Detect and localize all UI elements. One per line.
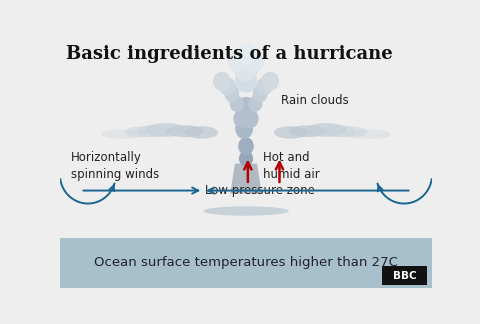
Text: Rain clouds: Rain clouds [281,94,349,107]
Ellipse shape [145,123,186,137]
Ellipse shape [219,77,236,95]
Ellipse shape [136,125,170,137]
Text: Hot and
humid air: Hot and humid air [263,151,320,181]
Ellipse shape [235,119,253,139]
Ellipse shape [239,151,253,167]
Text: Ocean surface temperatures higher than 27C: Ocean surface temperatures higher than 2… [94,256,398,269]
Ellipse shape [234,56,258,81]
Text: Horizontally
spinning winds: Horizontally spinning winds [71,151,159,181]
Ellipse shape [305,123,347,137]
Ellipse shape [242,110,259,128]
Ellipse shape [243,50,264,73]
Ellipse shape [225,85,240,102]
Ellipse shape [248,96,263,112]
Ellipse shape [185,126,218,139]
Ellipse shape [238,137,254,155]
Ellipse shape [233,110,250,128]
Ellipse shape [274,126,307,139]
Ellipse shape [166,125,203,137]
Ellipse shape [228,50,249,73]
Bar [60,238,432,288]
Ellipse shape [256,77,273,95]
Ellipse shape [125,126,155,137]
Ellipse shape [213,72,231,91]
Ellipse shape [289,125,326,137]
Ellipse shape [337,126,367,137]
Ellipse shape [322,125,356,137]
Ellipse shape [229,96,244,112]
Ellipse shape [236,43,256,64]
Text: Basic ingredients of a hurricane: Basic ingredients of a hurricane [66,45,392,63]
Text: Low pressure zone: Low pressure zone [205,184,315,197]
Ellipse shape [347,130,391,139]
Ellipse shape [101,130,145,139]
Ellipse shape [236,97,256,121]
Ellipse shape [235,70,257,93]
Text: BBC: BBC [393,271,416,281]
Ellipse shape [261,72,279,91]
Ellipse shape [252,85,267,102]
Polygon shape [230,164,262,193]
FancyBboxPatch shape [382,266,427,285]
Ellipse shape [203,206,289,216]
